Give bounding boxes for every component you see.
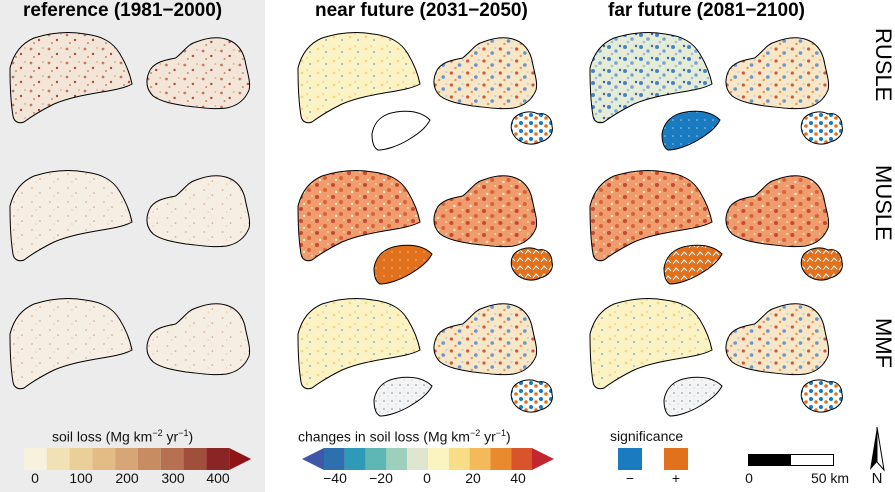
legend-change-tick: 0 xyxy=(423,470,431,486)
legend-change-swatch xyxy=(448,448,470,470)
legend-soil-arrow xyxy=(229,448,252,470)
legend-soil-swatch xyxy=(69,448,93,470)
row-label-musle: MUSLE xyxy=(871,165,895,241)
legend-change-swatch xyxy=(386,448,408,470)
legend-soil-tick: 100 xyxy=(69,470,93,486)
scale-bar-max: 50 km xyxy=(810,470,850,486)
row-label-mmf: MMF xyxy=(871,318,895,369)
legend-significance-negative-swatch xyxy=(618,448,642,470)
legend-significance-minus: − xyxy=(625,470,635,486)
legend-change-swatch xyxy=(428,448,449,470)
legend-change-swatch xyxy=(469,448,491,470)
title-near-future: near future (2031−2050) xyxy=(315,0,528,21)
legend-change-arrow-left xyxy=(302,448,324,470)
legend-soil-swatch xyxy=(138,448,161,470)
legend-change-tick: −20 xyxy=(369,470,393,486)
legend-soil-swatch xyxy=(92,448,116,470)
legend-change-swatch xyxy=(511,448,532,470)
title-far-future: far future (2081−2100) xyxy=(608,0,805,21)
north-arrow-label: N xyxy=(871,470,883,487)
legend-change-arrow-right xyxy=(532,448,554,470)
legend-soil-swatch xyxy=(115,448,138,470)
legend-significance-label: significance xyxy=(610,428,684,444)
legend-significance-plus: + xyxy=(671,470,681,486)
title-reference: reference (1981−2000) xyxy=(23,0,223,21)
legend-soil-tick: 200 xyxy=(115,470,139,486)
legend-soil-swatch xyxy=(46,448,70,470)
legend-soil-loss-label: soil loss (Mg km−2 yr−1) xyxy=(52,428,194,445)
scale-bar-black-segment xyxy=(749,455,791,465)
legend-change-swatch xyxy=(490,448,512,470)
legend-soil-swatch xyxy=(160,448,184,470)
legend-change-swatch xyxy=(407,448,428,470)
legend-soil-tick: 0 xyxy=(31,470,39,486)
legend-change-tick: −40 xyxy=(323,470,347,486)
legend-soil-tick: 400 xyxy=(206,470,230,486)
scale-bar-zero: 0 xyxy=(745,470,753,486)
legend-significance-positive-swatch xyxy=(664,448,688,470)
scale-bar xyxy=(748,454,834,466)
legend-change-swatch xyxy=(324,448,345,470)
row-label-rusle: RUSLE xyxy=(871,28,895,102)
legend-soil-tick: 300 xyxy=(161,470,185,486)
legend-change-label: changes in soil loss (Mg km−2 yr−1) xyxy=(298,428,511,445)
legend-change-swatch xyxy=(344,448,366,470)
legend-soil-swatch xyxy=(206,448,230,470)
legend-soil-swatch xyxy=(24,448,47,470)
legend-soil-swatch xyxy=(183,448,207,470)
legend-change-tick: 20 xyxy=(465,470,481,486)
legend-change-swatch xyxy=(365,448,387,470)
legend-change-tick: 40 xyxy=(510,470,526,486)
